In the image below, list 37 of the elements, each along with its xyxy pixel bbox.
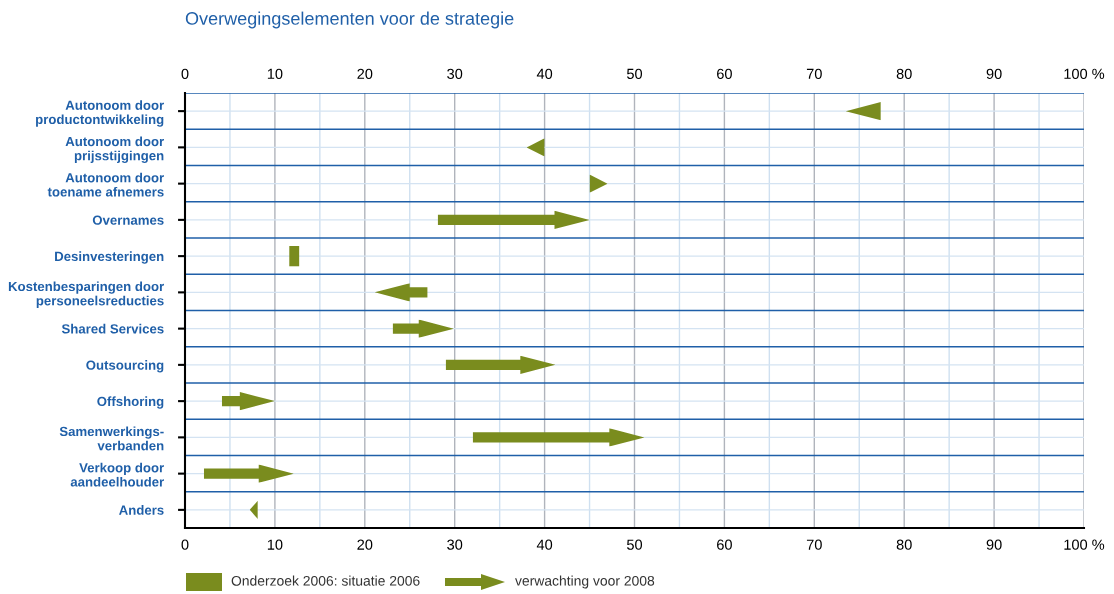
y-tick-label: Autonoom door prijsstijgingen [65,136,164,164]
y-tick-label: Offshoring [97,396,164,409]
y-tick-label: Verkoop door aandeelhouder [70,462,164,487]
x-tick-label: 30 [447,539,463,550]
x2-tick-label: 80 [896,68,912,80]
x-tick-label: 0 [181,539,189,550]
x2-tick-label: 60 [717,68,732,80]
chart-title: Overwegingselementen voor de strategie [185,11,514,29]
x2-tick-label: 10 [267,68,283,80]
y-tick-label: Kostenbesparingen door personeelsreducties [8,281,164,308]
text: verwachting voor 2008 [515,575,655,589]
x2-tick-label: 20 [357,68,373,80]
x-tick-label: 100 % [1064,539,1105,550]
y-tick-label: Autonoom door toename afnemers [47,172,164,197]
x2-tick-label: 70 [806,68,822,80]
y-tick-label: Shared Services [61,323,164,334]
x-tick-label: 20 [357,539,373,550]
text: Onderzoek 2006: situatie 2006 [231,575,420,586]
x-tick-label: 80 [896,539,912,550]
x-tick-label: 40 [536,539,553,550]
x2-tick-label: 50 [626,68,643,80]
x2-tick-label: 0 [181,68,189,80]
y-tick-label: Outsourcing [86,360,164,373]
y-tick-label: Anders [119,505,164,515]
y-tick-label: Samenwerkings- verbanden [59,426,164,451]
x-tick-label: 70 [806,539,822,550]
y-tick-label: Autonoom door productontwikkeling [36,100,164,127]
x2-tick-label: 90 [986,68,1002,80]
x-tick-label: 50 [626,539,643,550]
x-tick-label: 90 [986,539,1002,550]
x2-tick-label: 40 [536,68,553,80]
y-tick-label: Overnames [92,215,164,225]
x2-tick-label: 100 % [1064,68,1105,80]
x-tick-label: 60 [717,539,732,550]
y-tick-label: Desinvesteringen [55,251,164,264]
x2-tick-label: 30 [447,68,463,80]
x-tick-label: 10 [267,539,283,550]
